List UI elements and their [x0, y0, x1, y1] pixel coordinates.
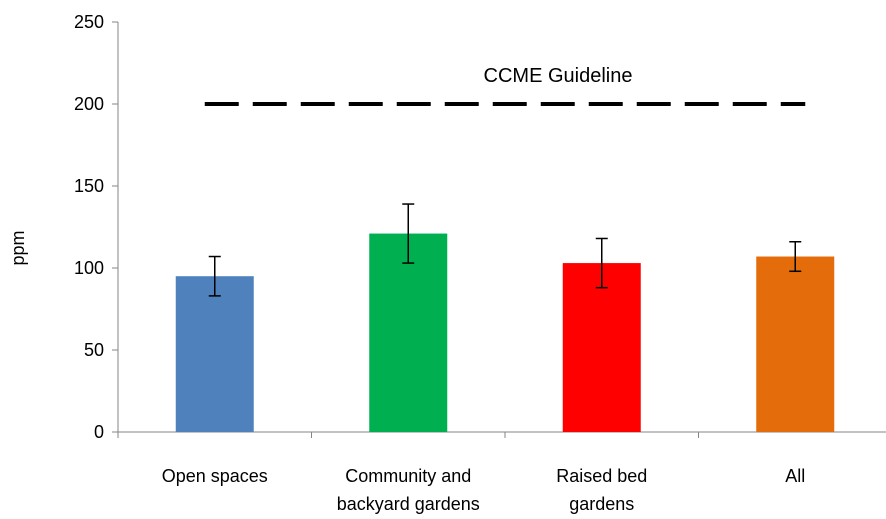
y-tick-label: 0 [94, 422, 104, 442]
x-category-label: Community and backyard gardens [337, 466, 480, 514]
bar [756, 256, 835, 432]
x-category-label-line: Open spaces [162, 466, 268, 486]
x-category-label-line: backyard gardens [337, 494, 480, 514]
y-axis-title: ppm [8, 230, 28, 265]
y-tick-label: 50 [84, 340, 104, 360]
x-axis: Open spaces Community and backyard gardens… [117, 431, 886, 514]
y-tick-label: 100 [74, 258, 104, 278]
x-category-label: Open spaces [162, 466, 268, 486]
x-category-label: Raised bed gardens [556, 466, 647, 514]
reference-line-label: CCME Guideline [484, 65, 633, 87]
x-category-label-line: Raised bed [556, 466, 647, 486]
y-tick-label: 250 [74, 12, 104, 32]
y-axis: 0 50 100 150 200 250 [74, 12, 119, 442]
bar [369, 233, 448, 432]
x-category-label-line: All [785, 466, 805, 486]
y-tick-label: 150 [74, 176, 104, 196]
x-category-label: All [785, 466, 805, 486]
x-category-label-line: Community and [345, 466, 471, 486]
error-bars [208, 203, 802, 297]
bars [175, 233, 835, 432]
x-category-label-line: gardens [569, 494, 634, 514]
y-tick-label: 200 [74, 94, 104, 114]
bar [175, 276, 254, 432]
bar [562, 263, 641, 432]
